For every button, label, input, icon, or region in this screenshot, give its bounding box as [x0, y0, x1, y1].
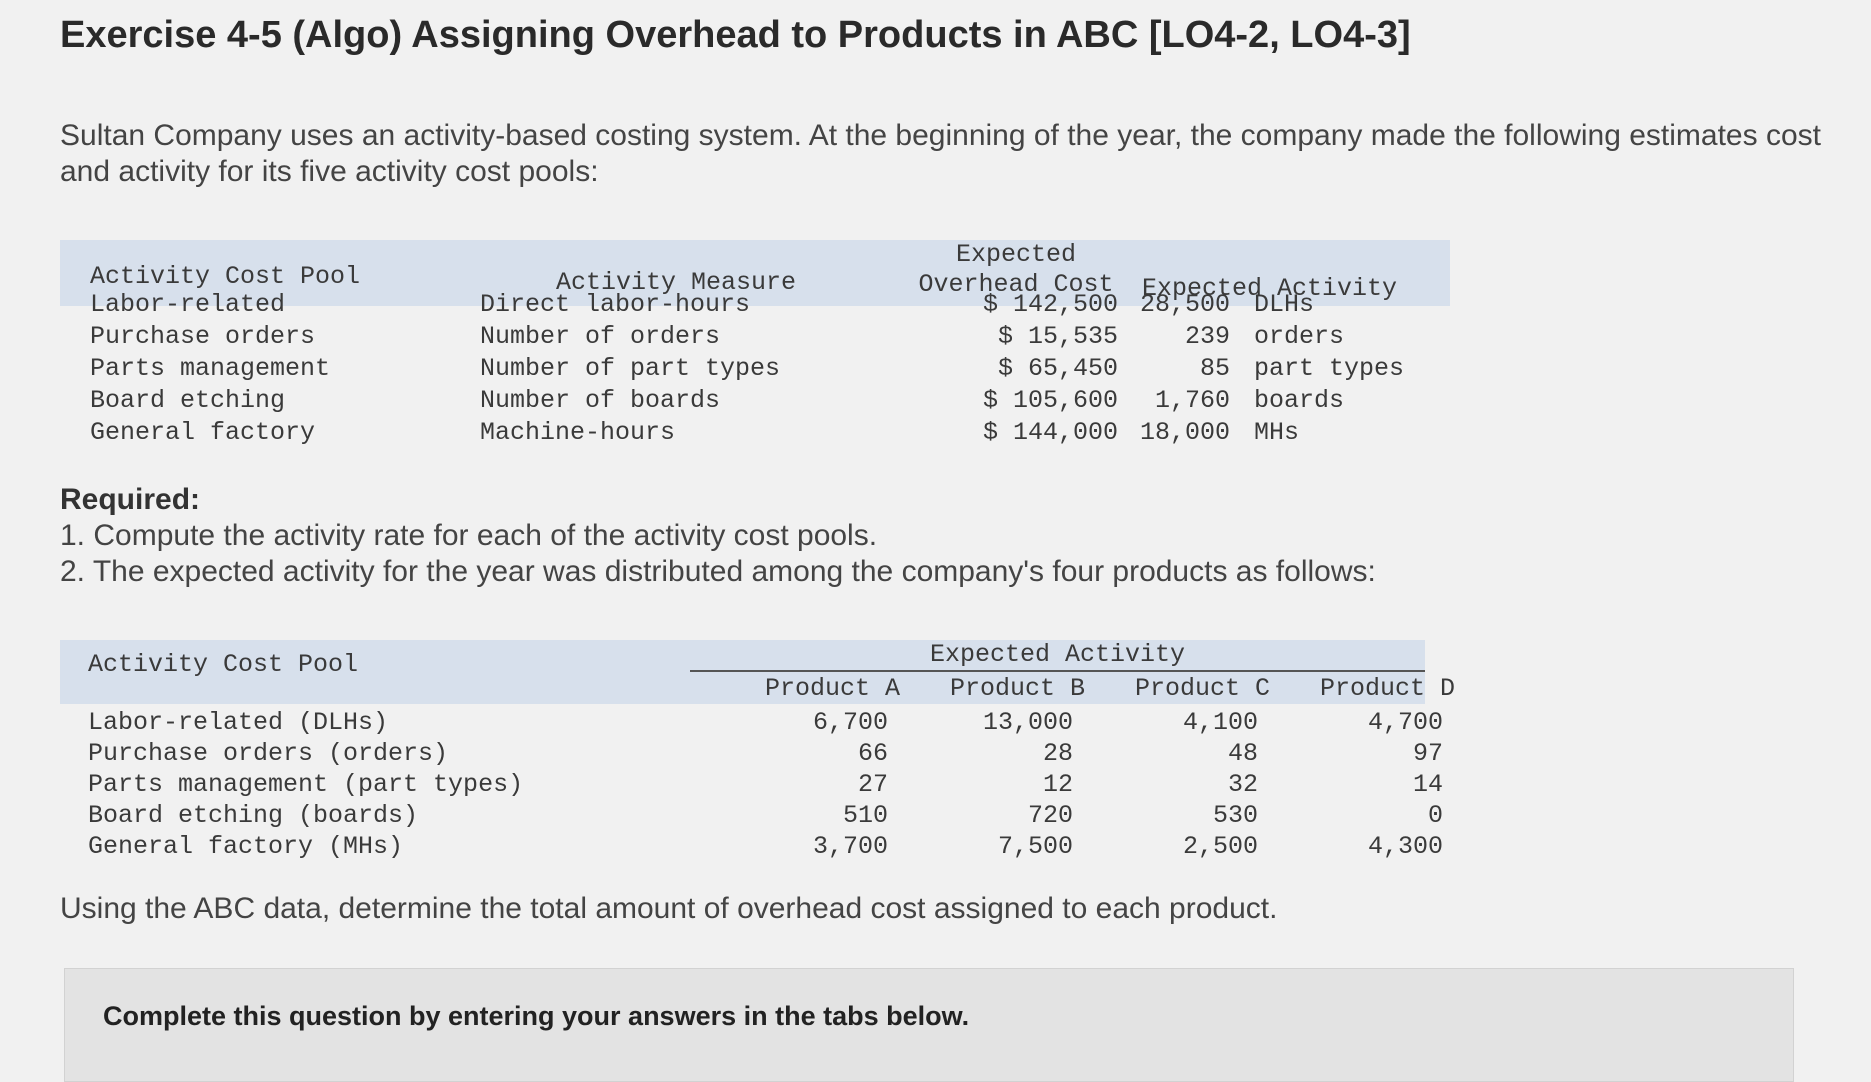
overhead-cost: $ 144,000 — [982, 418, 1118, 447]
activity-measure: Number of orders — [480, 322, 721, 351]
instruction-text: Using the ABC data, determine the total … — [60, 892, 1278, 925]
required-heading: Required: — [60, 483, 201, 516]
pool-name: Board etching — [90, 386, 286, 415]
header-activity-cost-pool: Activity Cost Pool — [90, 262, 361, 291]
activity-qty: 28,500 — [1139, 290, 1230, 319]
header-product-b: Product B — [949, 674, 1085, 703]
product-a-value: 66 — [857, 739, 888, 768]
required-item-1: 1. Compute the activity rate for each of… — [60, 519, 878, 552]
table-row: Board etching Number of boards $ 105,600… — [60, 386, 1450, 418]
pool-name: Purchase orders — [90, 322, 316, 351]
exercise-title: Exercise 4-5 (Algo) Assigning Overhead t… — [60, 14, 1411, 56]
product-b-value: 720 — [1027, 801, 1073, 830]
table-header-band — [60, 640, 1425, 704]
header-expected-line1: Expected — [955, 240, 1077, 269]
header-overhead-cost: Overhead Cost — [918, 270, 1114, 299]
overhead-cost: $ 65,450 — [997, 354, 1118, 383]
product-c-value: 32 — [1227, 770, 1258, 799]
table-row: Parts management Number of part types $ … — [60, 354, 1450, 386]
product-c-value: 2,500 — [1182, 832, 1258, 861]
activity-unit: MHs — [1254, 418, 1300, 447]
header-product-c: Product C — [1134, 674, 1270, 703]
header-product-a: Product A — [764, 674, 900, 703]
product-b-value: 12 — [1042, 770, 1073, 799]
product-d-value: 4,300 — [1367, 832, 1443, 861]
header-activity-cost-pool: Activity Cost Pool — [88, 650, 359, 679]
header-group-underline — [690, 670, 1425, 672]
product-c-value: 48 — [1227, 739, 1258, 768]
activity-cost-pool-estimates-table: Activity Cost Pool Activity Measure Expe… — [60, 240, 1450, 470]
product-c-value: 530 — [1212, 801, 1258, 830]
activity-measure: Number of boards — [480, 386, 721, 415]
table-row: Parts management (part types) 27 12 32 1… — [60, 770, 1443, 801]
product-d-value: 0 — [1427, 801, 1443, 830]
product-activity-table: Activity Cost Pool Expected Activity Pro… — [60, 640, 1455, 863]
activity-unit: orders — [1254, 322, 1345, 351]
pool-name: Purchase orders (orders) — [88, 739, 449, 768]
pool-name: Parts management — [90, 354, 331, 383]
table-row: Labor-related Direct labor-hours $ 142,5… — [60, 290, 1450, 322]
product-d-value: 97 — [1412, 739, 1443, 768]
activity-measure: Machine-hours — [480, 418, 676, 447]
table-row: General factory (MHs) 3,700 7,500 2,500 … — [60, 832, 1443, 863]
overhead-cost: $ 15,535 — [997, 322, 1118, 351]
product-a-value: 510 — [842, 801, 888, 830]
pool-name: Labor-related — [90, 290, 286, 319]
answer-tabs-panel: Complete this question by entering your … — [64, 968, 1794, 1082]
activity-unit: DLHs — [1254, 290, 1315, 319]
activity-measure: Direct labor-hours — [480, 290, 751, 319]
pool-name: Parts management (part types) — [88, 770, 524, 799]
table-header-band — [60, 240, 1450, 306]
product-d-value: 4,700 — [1367, 708, 1443, 737]
header-expected-activity: Expected Activity — [1142, 274, 1398, 303]
activity-qty: 1,760 — [1154, 386, 1230, 415]
required-item-2: 2. The expected activity for the year wa… — [60, 555, 1376, 588]
overhead-cost: $ 105,600 — [982, 386, 1118, 415]
complete-question-note: Complete this question by entering your … — [103, 1001, 970, 1031]
table-row: Labor-related (DLHs) 6,700 13,000 4,100 … — [60, 708, 1443, 739]
product-b-value: 28 — [1042, 739, 1073, 768]
product-c-value: 4,100 — [1182, 708, 1258, 737]
table-row: General factory Machine-hours $ 144,000 … — [60, 418, 1450, 450]
table-row: Board etching (boards) 510 720 530 0 — [60, 801, 1443, 832]
activity-qty: 239 — [1184, 322, 1230, 351]
product-a-value: 6,700 — [812, 708, 888, 737]
pool-name: Board etching (boards) — [88, 801, 419, 830]
activity-measure: Number of part types — [480, 354, 781, 383]
product-b-value: 13,000 — [982, 708, 1073, 737]
product-a-value: 3,700 — [812, 832, 888, 861]
product-b-value: 7,500 — [997, 832, 1073, 861]
activity-unit: boards — [1254, 386, 1345, 415]
activity-unit: part types — [1254, 354, 1405, 383]
activity-qty: 18,000 — [1139, 418, 1230, 447]
pool-name: Labor-related (DLHs) — [88, 708, 389, 737]
intro-text: Sultan Company uses an activity-based co… — [60, 119, 1821, 188]
header-expected-activity: Expected Activity — [929, 640, 1186, 669]
required-section: Required: 1. Compute the activity rate f… — [60, 482, 1376, 590]
table-row: Purchase orders Number of orders $ 15,53… — [60, 322, 1450, 354]
pool-name: General factory — [90, 418, 316, 447]
product-d-value: 14 — [1412, 770, 1443, 799]
overhead-cost: $ 142,500 — [982, 290, 1118, 319]
header-activity-measure: Activity Measure — [556, 268, 797, 297]
product-a-value: 27 — [857, 770, 888, 799]
pool-name: General factory (MHs) — [88, 832, 404, 861]
activity-qty: 85 — [1199, 354, 1230, 383]
header-product-d: Product D — [1319, 674, 1455, 703]
table-row: Purchase orders (orders) 66 28 48 97 — [60, 739, 1443, 770]
